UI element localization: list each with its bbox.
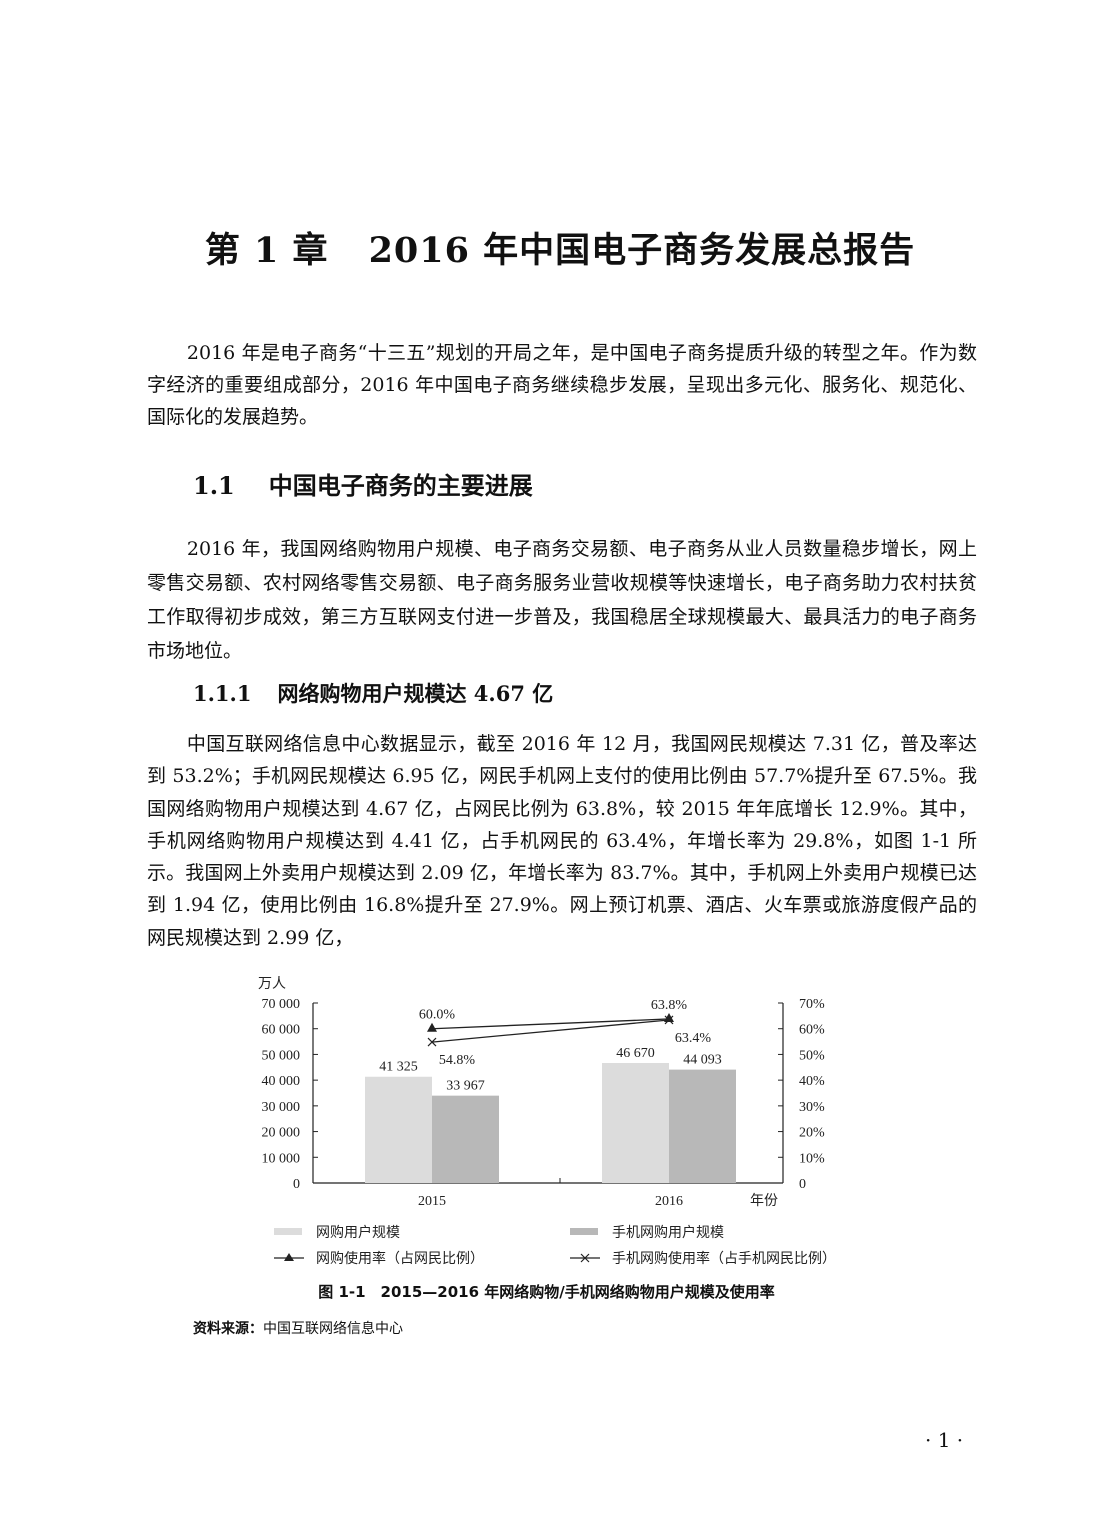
legend-swatch (274, 1228, 302, 1235)
section-number: 1.1 (193, 471, 235, 500)
source-label: 资料来源： (193, 1321, 263, 1337)
left-tick-label: 70 000 (262, 997, 301, 1012)
x-marker (427, 1037, 437, 1047)
intro-paragraph: 2016 年是电子商务“十三五”规划的开局之年，是中国电子商务提质升级的转型之年… (147, 342, 977, 428)
right-tick-label: 40% (799, 1074, 825, 1089)
chapter-title: 第 1 章 2016 年中国电子商务发展总报告 (0, 222, 1093, 273)
series-line (431, 1018, 670, 1030)
bar-data-label: 46 670 (616, 1046, 655, 1061)
bar (365, 1076, 432, 1183)
left-tick-label: 50 000 (262, 1048, 301, 1063)
right-tick-label: 60% (799, 1023, 825, 1038)
subsection-title: 网络购物用户规模达 4.67 亿 (277, 681, 554, 706)
right-tick-label: 70% (799, 997, 825, 1012)
right-tick-label: 10% (799, 1151, 825, 1166)
bar (602, 1062, 669, 1183)
legend-label: 网购用户规模 (316, 1224, 400, 1241)
section-title: 中国电子商务的主要进展 (268, 471, 533, 500)
legend-label: 网购使用率（占网民比例） (316, 1250, 484, 1267)
category-label: 2015 (418, 1194, 446, 1209)
legend-label: 手机网购使用率（占手机网民比例） (612, 1250, 836, 1267)
x-axis-label: 年份 (750, 1193, 778, 1209)
page-number: · 1 · (925, 1428, 964, 1452)
x-marker (664, 1015, 674, 1025)
triangle-marker (284, 1253, 294, 1261)
left-tick-label: 40 000 (262, 1074, 301, 1089)
bar-data-label: 44 093 (683, 1053, 722, 1068)
figure-source: 资料来源：中国互联网络信息中心 (193, 1318, 403, 1338)
chapter-title-text: 2016 年中国电子商务发展总报告 (368, 230, 916, 271)
right-tick-label: 30% (799, 1100, 825, 1115)
left-tick-label: 30 000 (262, 1100, 301, 1115)
legend-swatch (570, 1228, 598, 1235)
triangle-marker (427, 1022, 437, 1032)
figure-caption: 图 1-1 2015—2016 年网络购物/手机网络购物用户规模及使用率 (318, 1283, 775, 1301)
left-tick-label: 10 000 (262, 1151, 301, 1166)
right-tick-label: 0 (799, 1177, 806, 1192)
chapter-number: 第 1 章 (204, 230, 329, 271)
subsection-paragraph: 中国互联网络信息中心数据显示，截至 2016 年 12 月，我国网民规模达 7.… (147, 733, 977, 949)
legend-label: 手机网购用户规模 (612, 1224, 724, 1241)
line-data-label: 63.4% (675, 1031, 712, 1046)
line-data-label: 54.8% (439, 1053, 476, 1068)
y-axis-label: 万人 (258, 976, 286, 992)
bar-data-label: 41 325 (379, 1060, 418, 1075)
section-heading: 1.1 中国电子商务的主要进展 (193, 466, 533, 501)
section-paragraph: 2016 年，我国网络购物用户规模、电子商务交易额、电子商务从业人员数量稳步增长… (147, 538, 977, 662)
bar (669, 1069, 736, 1183)
category-label: 2016 (655, 1194, 683, 1209)
right-tick-label: 50% (799, 1048, 825, 1063)
bar-data-label: 33 967 (446, 1079, 485, 1094)
source-text: 中国互联网络信息中心 (263, 1321, 403, 1337)
subsection-number: 1.1.1 (193, 681, 252, 706)
figure-chart: 0 10 000 20 000 30 000 40 000 50 000 60 000 70 … (258, 976, 836, 1267)
bar (432, 1095, 499, 1183)
left-tick-label: 20 000 (262, 1126, 301, 1141)
line-data-label: 60.0% (419, 1008, 456, 1023)
line-data-label: 63.8% (651, 998, 688, 1013)
series-line (431, 1019, 670, 1043)
right-tick-label: 20% (799, 1126, 825, 1141)
left-tick-label: 0 (293, 1177, 300, 1192)
x-marker (580, 1253, 590, 1263)
left-tick-label: 60 000 (262, 1023, 301, 1038)
subsection-heading: 1.1.1 网络购物用户规模达 4.67 亿 (193, 678, 553, 708)
